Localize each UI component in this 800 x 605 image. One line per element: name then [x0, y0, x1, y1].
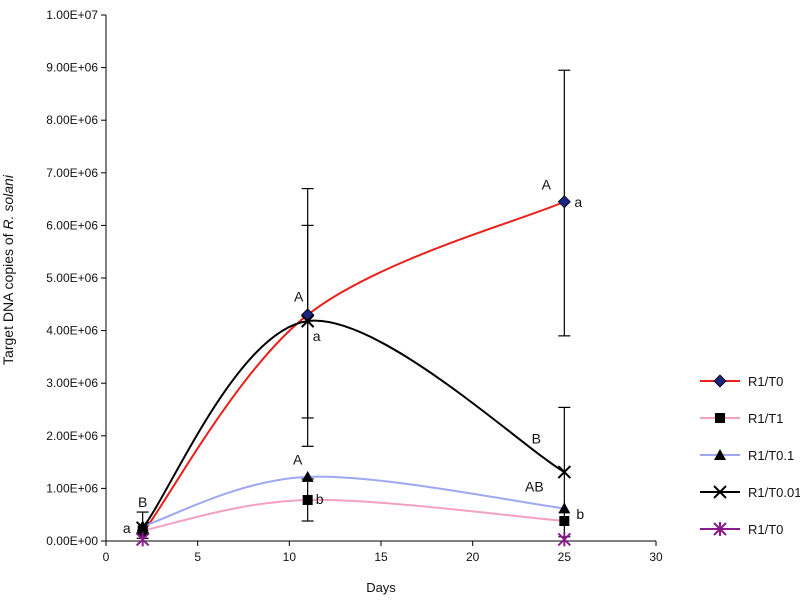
series-lines [141, 200, 565, 534]
legend-label: R1/T0 [748, 522, 783, 537]
legend-item: R1/T0 [700, 522, 783, 537]
legend-item: R1/T0 [700, 374, 783, 389]
data-point-3 [300, 314, 315, 328]
y-tick-label: 5.00E+06 [46, 271, 98, 285]
legend-marker [714, 449, 726, 460]
significance-letter: A [293, 452, 303, 468]
data-point-3 [135, 521, 150, 535]
legend-item: R1/T1 [700, 411, 783, 426]
x-tick-label: 0 [103, 550, 110, 564]
significance-letter: a [313, 328, 321, 344]
significance-letter: AB [525, 479, 544, 495]
legend: R1/T0 R1/T1 R1/T0.1 R1/T0.01 R1/T0 [700, 374, 800, 537]
significance-letter: A [294, 289, 304, 305]
data-point-2 [136, 520, 149, 532]
x-tick-label: 30 [649, 550, 663, 564]
legend-marker [713, 485, 727, 499]
legend-marker [713, 374, 727, 388]
y-tick-label: 6.00E+06 [46, 218, 98, 232]
significance-letter: a [574, 194, 582, 210]
axes: 0.00E+00 1.00E+06 2.00E+06 3.00E+06 4.00E+06… [46, 8, 663, 564]
y-axis-label-italic: R. solani [0, 174, 16, 229]
y-tick-label: 1.00E+06 [46, 481, 98, 495]
x-tick-label: 5 [194, 550, 201, 564]
error-bars [136, 69, 571, 539]
y-tick-label: 4.00E+06 [46, 324, 98, 338]
y-tick-label: 8.00E+06 [46, 113, 98, 127]
legend-item: R1/T0.01 [700, 485, 800, 500]
series-line-3 [141, 319, 565, 529]
significance-letter: B [138, 494, 147, 510]
data-point-2 [558, 502, 571, 514]
legend-marker [715, 413, 725, 423]
y-tick-label: 7.00E+06 [46, 166, 98, 180]
data-point-2 [301, 470, 314, 482]
x-tick-label: 15 [374, 550, 388, 564]
significance-letter: b [316, 491, 324, 507]
data-point-4 [557, 532, 572, 547]
significance-letter: B [532, 431, 541, 447]
y-tick-label: 2.00E+06 [46, 429, 98, 443]
x-tick-label: 25 [558, 550, 572, 564]
y-axis-label-prefix: Target DNA copies of [0, 230, 16, 365]
series-line-1 [142, 498, 565, 532]
data-point-3 [557, 465, 572, 479]
y-tick-label: 1.00E+07 [46, 8, 98, 22]
legend-label: R1/T0.1 [748, 448, 794, 463]
series-line-0 [141, 200, 565, 534]
y-axis-label: Target DNA copies of R. solani [0, 174, 16, 365]
series-markers [135, 195, 572, 547]
data-point-1 [559, 516, 570, 527]
legend-item: R1/T0.1 [700, 448, 794, 463]
x-axis-label: Days [366, 580, 396, 595]
series-line-2 [142, 475, 565, 528]
data-point-0 [557, 195, 571, 209]
legend-label: R1/T1 [748, 411, 783, 426]
significance-letter: b [576, 506, 584, 522]
y-tick-label: 3.00E+06 [46, 376, 98, 390]
y-tick-label: 0.00E+00 [46, 534, 98, 548]
x-tick-label: 20 [466, 550, 480, 564]
legend-label: R1/T0 [748, 374, 783, 389]
significance-letter: a [123, 520, 131, 536]
legend-marker [713, 522, 727, 536]
data-point-4 [135, 532, 150, 547]
y-tick-label: 9.00E+06 [46, 61, 98, 75]
data-point-1 [302, 494, 313, 505]
legend-label: R1/T0.01 [748, 485, 800, 500]
x-tick-label: 10 [283, 550, 297, 564]
significance-letter: A [542, 177, 552, 193]
